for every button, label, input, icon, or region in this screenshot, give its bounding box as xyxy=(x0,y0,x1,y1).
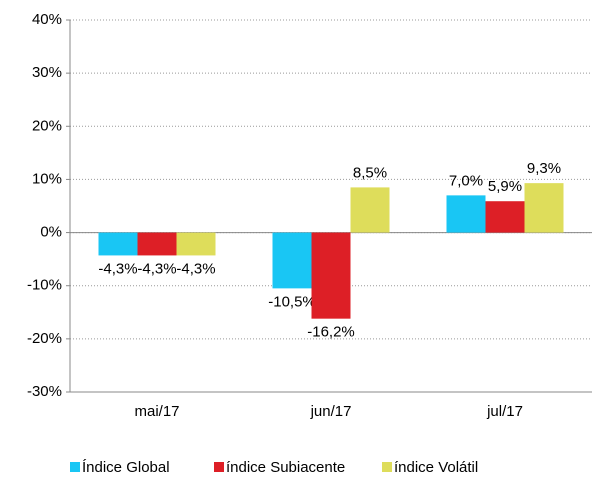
x-tick-label: mai/17 xyxy=(134,403,179,420)
y-tick-label: -30% xyxy=(27,383,62,400)
bar xyxy=(272,232,312,289)
bar xyxy=(176,232,216,256)
bar xyxy=(446,195,486,233)
y-tick-label: 20% xyxy=(32,117,62,134)
data-label: -10,5% xyxy=(268,293,316,310)
data-label: -4,3% xyxy=(98,260,137,277)
legend-swatch xyxy=(70,462,80,472)
y-tick-label: 30% xyxy=(32,64,62,81)
bar xyxy=(98,232,138,256)
legend-label: Índice Global xyxy=(82,459,170,476)
y-tick-label: 40% xyxy=(32,11,62,28)
y-tick-label: -10% xyxy=(27,277,62,294)
data-label: 9,3% xyxy=(527,160,561,177)
x-tick-label: jun/17 xyxy=(310,403,352,420)
legend-label: índice Subiacente xyxy=(226,459,345,476)
y-tick-label: 10% xyxy=(32,170,62,187)
y-tick-label: -20% xyxy=(27,330,62,347)
bar xyxy=(524,183,564,233)
data-label: 5,9% xyxy=(488,178,522,195)
bar xyxy=(137,232,177,256)
data-label: -4,3% xyxy=(137,260,176,277)
data-label: -16,2% xyxy=(307,324,355,341)
data-label: 7,0% xyxy=(449,172,483,189)
x-tick-label: jul/17 xyxy=(486,403,523,420)
bar xyxy=(485,201,525,233)
legend-label: índice Volátil xyxy=(394,459,478,476)
bar xyxy=(350,187,390,233)
y-tick-label: 0% xyxy=(40,224,62,241)
bar xyxy=(311,232,351,319)
legend-swatch xyxy=(382,462,392,472)
data-label: 8,5% xyxy=(353,164,387,181)
legend-swatch xyxy=(214,462,224,472)
data-label: -4,3% xyxy=(176,260,215,277)
